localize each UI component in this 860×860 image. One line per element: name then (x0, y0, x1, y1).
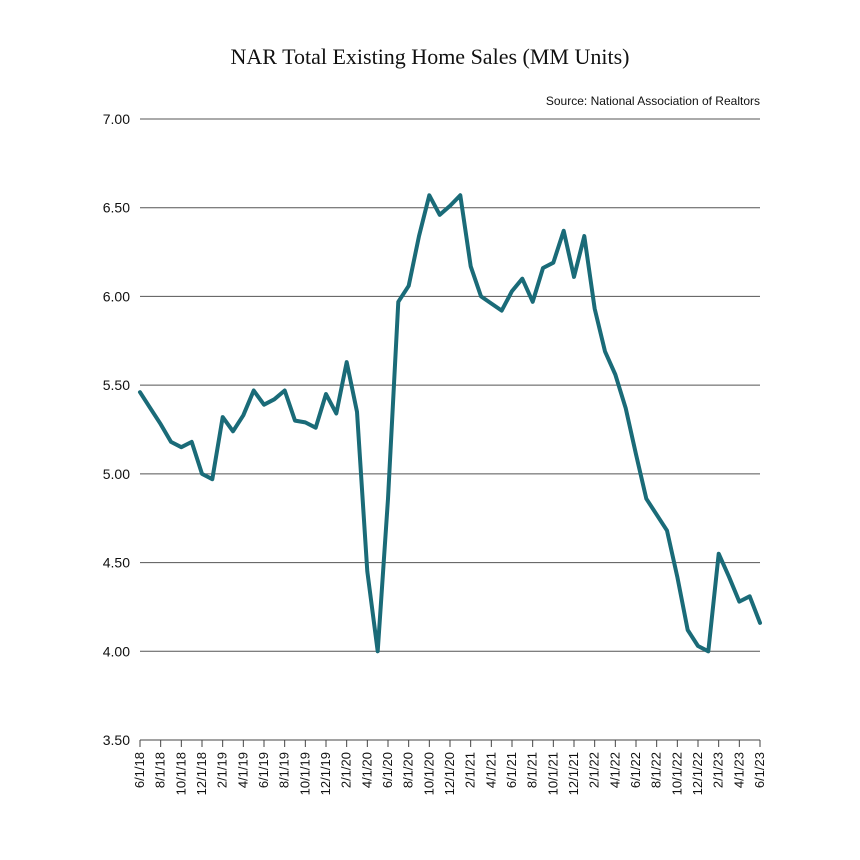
x-axis-ticks: 6/1/18 8/1/18 10/1/18 12/1/18 2/1/19 4/1/19 6/… (132, 740, 767, 795)
y-tick-label: 7.00 (103, 111, 130, 127)
x-tick-label: 8/1/19 (277, 752, 292, 788)
x-tick-label: 6/1/18 (132, 752, 147, 788)
x-tick-label: 8/1/22 (649, 752, 664, 788)
x-tick-label: 8/1/20 (401, 752, 416, 788)
y-tick-label: 3.50 (103, 732, 130, 748)
x-tick-label: 4/1/21 (483, 752, 498, 788)
series-line (138, 193, 762, 654)
x-tick-label: 12/1/20 (442, 752, 457, 795)
x-tick-label: 12/1/21 (566, 752, 581, 795)
x-tick-label: 8/1/18 (153, 752, 168, 788)
y-axis-ticks: 3.50 4.00 4.50 5.00 5.50 6.00 6.50 7.00 (103, 111, 130, 748)
x-tick-label: 12/1/19 (318, 752, 333, 795)
x-tick-label: 6/1/23 (752, 752, 767, 788)
x-tick-label: 4/1/23 (731, 752, 746, 788)
x-tick-label: 12/1/22 (690, 752, 705, 795)
y-tick-label: 5.50 (103, 377, 130, 393)
x-tick-label: 4/1/22 (607, 752, 622, 788)
x-tick-label: 8/1/21 (525, 752, 540, 788)
chart-title: NAR Total Existing Home Sales (MM Units) (231, 44, 630, 69)
x-tick-label: 6/1/19 (256, 752, 271, 788)
x-tick-label: 10/1/22 (669, 752, 684, 795)
x-tick-label: 10/1/19 (297, 752, 312, 795)
chart-source: Source: National Association of Realtors (546, 94, 760, 108)
x-tick-label: 10/1/18 (173, 752, 188, 795)
x-tick-label: 2/1/22 (587, 752, 602, 788)
x-tick-label: 10/1/20 (421, 752, 436, 795)
y-tick-label: 6.00 (103, 288, 130, 304)
y-tick-label: 5.00 (103, 466, 130, 482)
y-tick-label: 4.50 (103, 555, 130, 571)
x-tick-label: 2/1/20 (339, 752, 354, 788)
x-tick-label: 2/1/21 (463, 752, 478, 788)
series-layer (138, 193, 762, 654)
x-tick-label: 4/1/19 (235, 752, 250, 788)
x-tick-label: 6/1/21 (504, 752, 519, 788)
x-tick-label: 10/1/21 (545, 752, 560, 795)
x-tick-label: 2/1/19 (215, 752, 230, 788)
x-tick-label: 12/1/18 (194, 752, 209, 795)
grid-lines (140, 118, 760, 652)
y-tick-label: 4.00 (103, 643, 130, 659)
x-tick-label: 6/1/22 (628, 752, 643, 788)
x-tick-label: 2/1/23 (711, 752, 726, 788)
y-tick-label: 6.50 (103, 200, 130, 216)
x-tick-label: 6/1/20 (380, 752, 395, 788)
x-tick-label: 4/1/20 (359, 752, 374, 788)
